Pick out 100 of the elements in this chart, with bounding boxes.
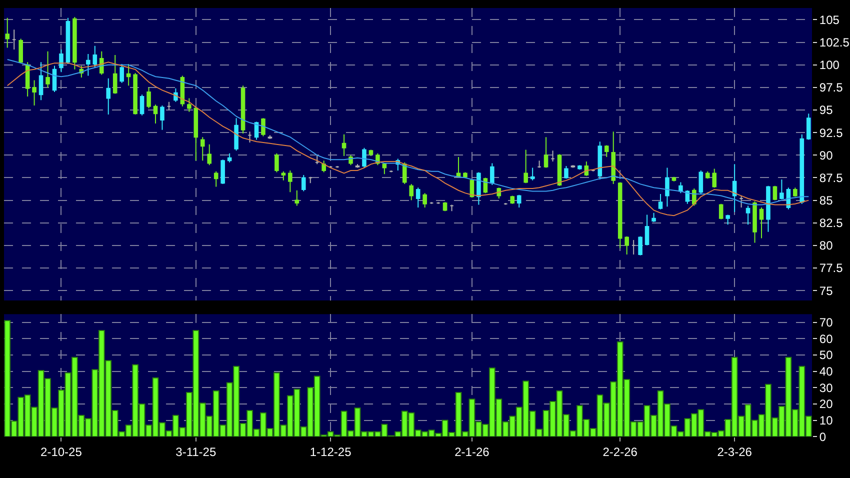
candlestick <box>550 150 555 162</box>
candlestick <box>301 174 306 192</box>
candlestick <box>759 207 764 239</box>
candlestick <box>140 94 144 116</box>
x-tick-label: 1-12-25 <box>310 445 352 460</box>
y-tick-label: 60 <box>819 332 834 346</box>
y-tick-label: 80 <box>819 238 834 253</box>
candlestick <box>25 62 30 97</box>
candlestick <box>658 193 663 210</box>
candlestick <box>86 54 90 76</box>
y-tick-label: 20 <box>819 397 834 412</box>
candlestick <box>570 164 576 168</box>
candlestick <box>240 85 246 134</box>
candlestick <box>678 182 683 194</box>
candlestick <box>611 131 616 185</box>
candlestick <box>187 98 192 112</box>
candlestick <box>166 101 172 111</box>
candlestick <box>672 176 676 182</box>
y-tick-label: 102.5 <box>819 36 850 50</box>
candlestick <box>800 134 804 204</box>
y-tick-label: 90 <box>819 148 834 162</box>
y-tick-label: 70 <box>819 316 834 330</box>
candlestick <box>665 167 670 208</box>
candlestick <box>112 54 118 94</box>
candlestick <box>537 160 542 168</box>
candlestick <box>429 202 434 204</box>
candlestick <box>328 165 333 168</box>
candlestick <box>772 185 778 201</box>
candlestick <box>355 164 360 168</box>
candlestick <box>153 104 158 124</box>
candlestick <box>644 214 650 246</box>
candlestick <box>59 49 64 73</box>
candlestick <box>416 187 420 208</box>
y-tick-label: 85 <box>819 193 834 208</box>
x-tick-label: 2-2-26 <box>602 445 638 460</box>
candlestick <box>308 176 313 184</box>
y-tick-label: 50 <box>819 348 834 362</box>
candlestick <box>234 118 238 152</box>
candlestick <box>638 236 642 256</box>
candlestick <box>66 17 70 64</box>
candlestick <box>409 184 414 201</box>
candlestick <box>712 168 717 188</box>
candlestick <box>402 162 407 185</box>
candlestick <box>207 144 212 166</box>
candlestick <box>12 29 16 50</box>
x-tick-label: 2-3-26 <box>717 445 752 460</box>
candlestick <box>516 194 522 208</box>
candlestick <box>389 170 394 173</box>
candlestick <box>160 105 164 130</box>
candlestick <box>72 16 77 70</box>
candlestick <box>524 149 528 184</box>
candlestick <box>793 187 798 198</box>
y-tick-label: 75 <box>819 284 834 298</box>
candlestick <box>38 62 44 101</box>
candlestick <box>220 159 225 185</box>
candlestick <box>510 195 515 204</box>
candlestick <box>288 170 292 193</box>
candlestick <box>698 170 704 194</box>
y-tick-label: 0 <box>819 430 826 444</box>
candlestick <box>194 106 198 162</box>
y-tick-label: 30 <box>819 380 834 395</box>
y-tick-label: 97.5 <box>819 80 844 95</box>
candlestick <box>726 214 730 226</box>
candlestick <box>557 154 562 186</box>
candlestick <box>604 144 609 158</box>
candlestick <box>106 78 111 116</box>
y-tick-label: 40 <box>819 364 834 379</box>
y-tick-label: 10 <box>819 413 834 428</box>
candlestick <box>368 149 374 157</box>
candlestick <box>476 172 481 206</box>
candlestick <box>503 202 508 206</box>
candlestick <box>450 204 454 212</box>
candlestick <box>598 141 602 180</box>
candlestick <box>732 164 737 213</box>
y-tick-label: 95 <box>819 103 834 118</box>
candlestick <box>578 164 582 170</box>
candlestick <box>268 134 272 140</box>
candlestick <box>752 200 757 244</box>
candlestick <box>618 182 622 249</box>
candlestick <box>92 45 98 68</box>
candlestick <box>214 170 218 188</box>
y-tick-label: 82.5 <box>819 216 844 230</box>
candlestick <box>530 167 535 181</box>
y-tick-label: 87.5 <box>819 170 844 185</box>
candlestick <box>780 179 784 200</box>
candlestick <box>362 147 366 168</box>
y-tick-label: 92.5 <box>819 126 844 140</box>
candlestick <box>120 63 124 84</box>
candlestick <box>766 185 770 232</box>
candlestick <box>200 136 205 162</box>
candlestick <box>281 170 286 181</box>
candlestick <box>133 72 138 116</box>
candlestick <box>322 160 326 173</box>
candlestick <box>746 205 750 226</box>
candlestick <box>422 192 427 208</box>
x-tick-label: 3-11-25 <box>176 445 216 460</box>
candlestick <box>652 212 656 222</box>
candlestick <box>274 152 279 173</box>
y-tick-label: 77.5 <box>819 261 844 276</box>
candlestick <box>624 236 629 255</box>
